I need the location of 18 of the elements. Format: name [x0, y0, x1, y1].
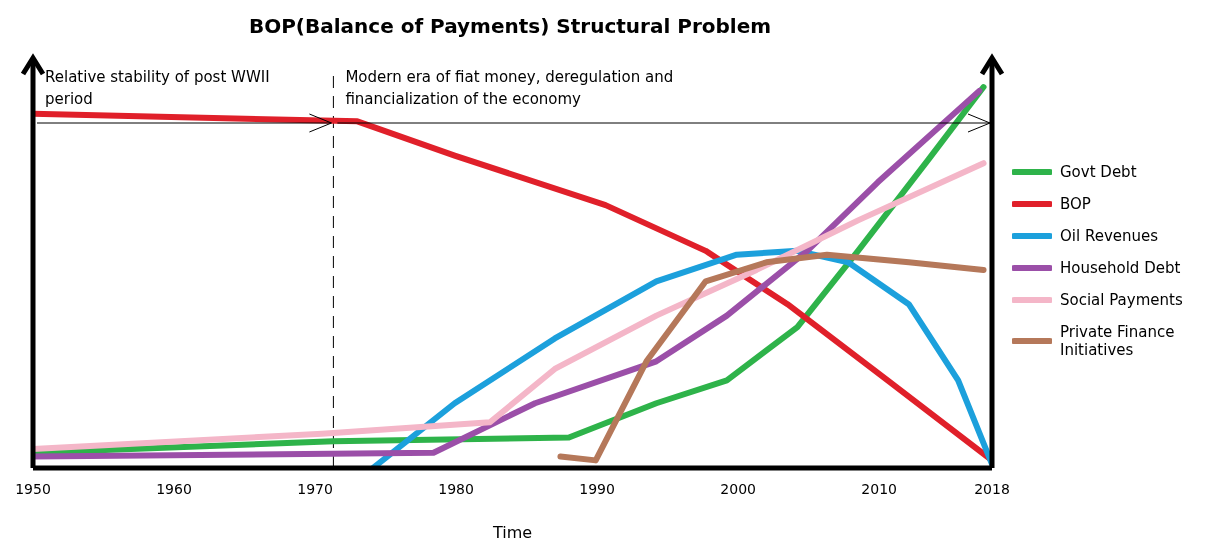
- x-tick-label: 1960: [156, 480, 192, 497]
- annotation: Relative stability of post WWII period: [45, 67, 271, 110]
- x-tick-label: 1990: [579, 480, 615, 497]
- x-tick-label: 1950: [15, 480, 51, 497]
- legend-label: Govt Debt: [1060, 163, 1137, 181]
- chart-title: BOP(Balance of Payments) Structural Problem: [247, 14, 773, 38]
- legend-label: Household Debt: [1060, 259, 1181, 277]
- x-tick-label: 2000: [720, 480, 756, 497]
- x-tick-label: 1970: [297, 480, 333, 497]
- legend-label: Social Payments: [1060, 291, 1183, 309]
- x-tick-label: 2018: [974, 480, 1010, 497]
- annotation: Modern era of fiat money, deregulation and financialization of the economy: [345, 67, 675, 110]
- x-axis-title: Time: [491, 523, 533, 542]
- legend-label: Oil Revenues: [1060, 227, 1159, 245]
- legend-label: BOP: [1060, 195, 1091, 213]
- x-tick-label: 2010: [861, 480, 897, 497]
- x-tick-label: 1980: [438, 480, 474, 497]
- legend-label: Private Finance Initiatives: [1060, 323, 1176, 359]
